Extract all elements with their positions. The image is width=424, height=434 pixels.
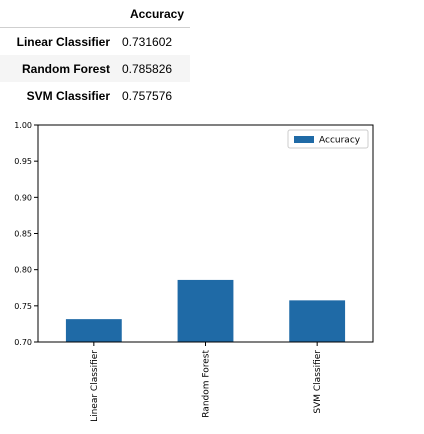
bar [65,319,122,342]
bar [177,279,234,342]
legend-swatch [294,136,314,143]
y-tick-label: 0.70 [14,338,32,347]
y-tick-label: 0.85 [14,230,32,239]
row-value: 0.757576 [122,88,173,103]
row-label: Linear Classifier [16,34,110,49]
table-row: SVM Classifier 0.757576 [0,82,190,109]
y-tick-label: 0.90 [14,193,32,202]
y-tick-label: 0.80 [14,266,32,275]
table-row: Random Forest 0.785826 [0,55,190,82]
bar-chart: Linear Classifier Random Forest SVM Classi… [14,121,374,422]
row-label: SVM Classifier [26,88,110,103]
legend-box [287,129,369,149]
y-tick-label: 0.75 [14,302,32,311]
table-corner-cell [0,0,116,28]
x-tick-label: Random Forest [202,350,212,418]
x-tick-label: SVM Classifier [313,350,323,414]
y-tick-label: 1.00 [14,121,32,130]
y-tick-label: 0.95 [14,157,32,166]
row-value: 0.785826 [122,61,173,76]
row-value: 0.731602 [122,34,173,49]
bar [289,300,346,342]
table-row: Linear Classifier 0.731602 [0,28,190,56]
x-tick-label: Linear Classifier [90,350,100,422]
results-table: Accuracy Linear Classifier 0.731602 Rand… [0,0,190,109]
column-header-accuracy: Accuracy [116,0,190,28]
legend-label: Accuracy [319,136,361,146]
table-header-row: Accuracy [0,0,190,28]
plot-frame [37,124,374,343]
row-label: Random Forest [21,61,110,76]
